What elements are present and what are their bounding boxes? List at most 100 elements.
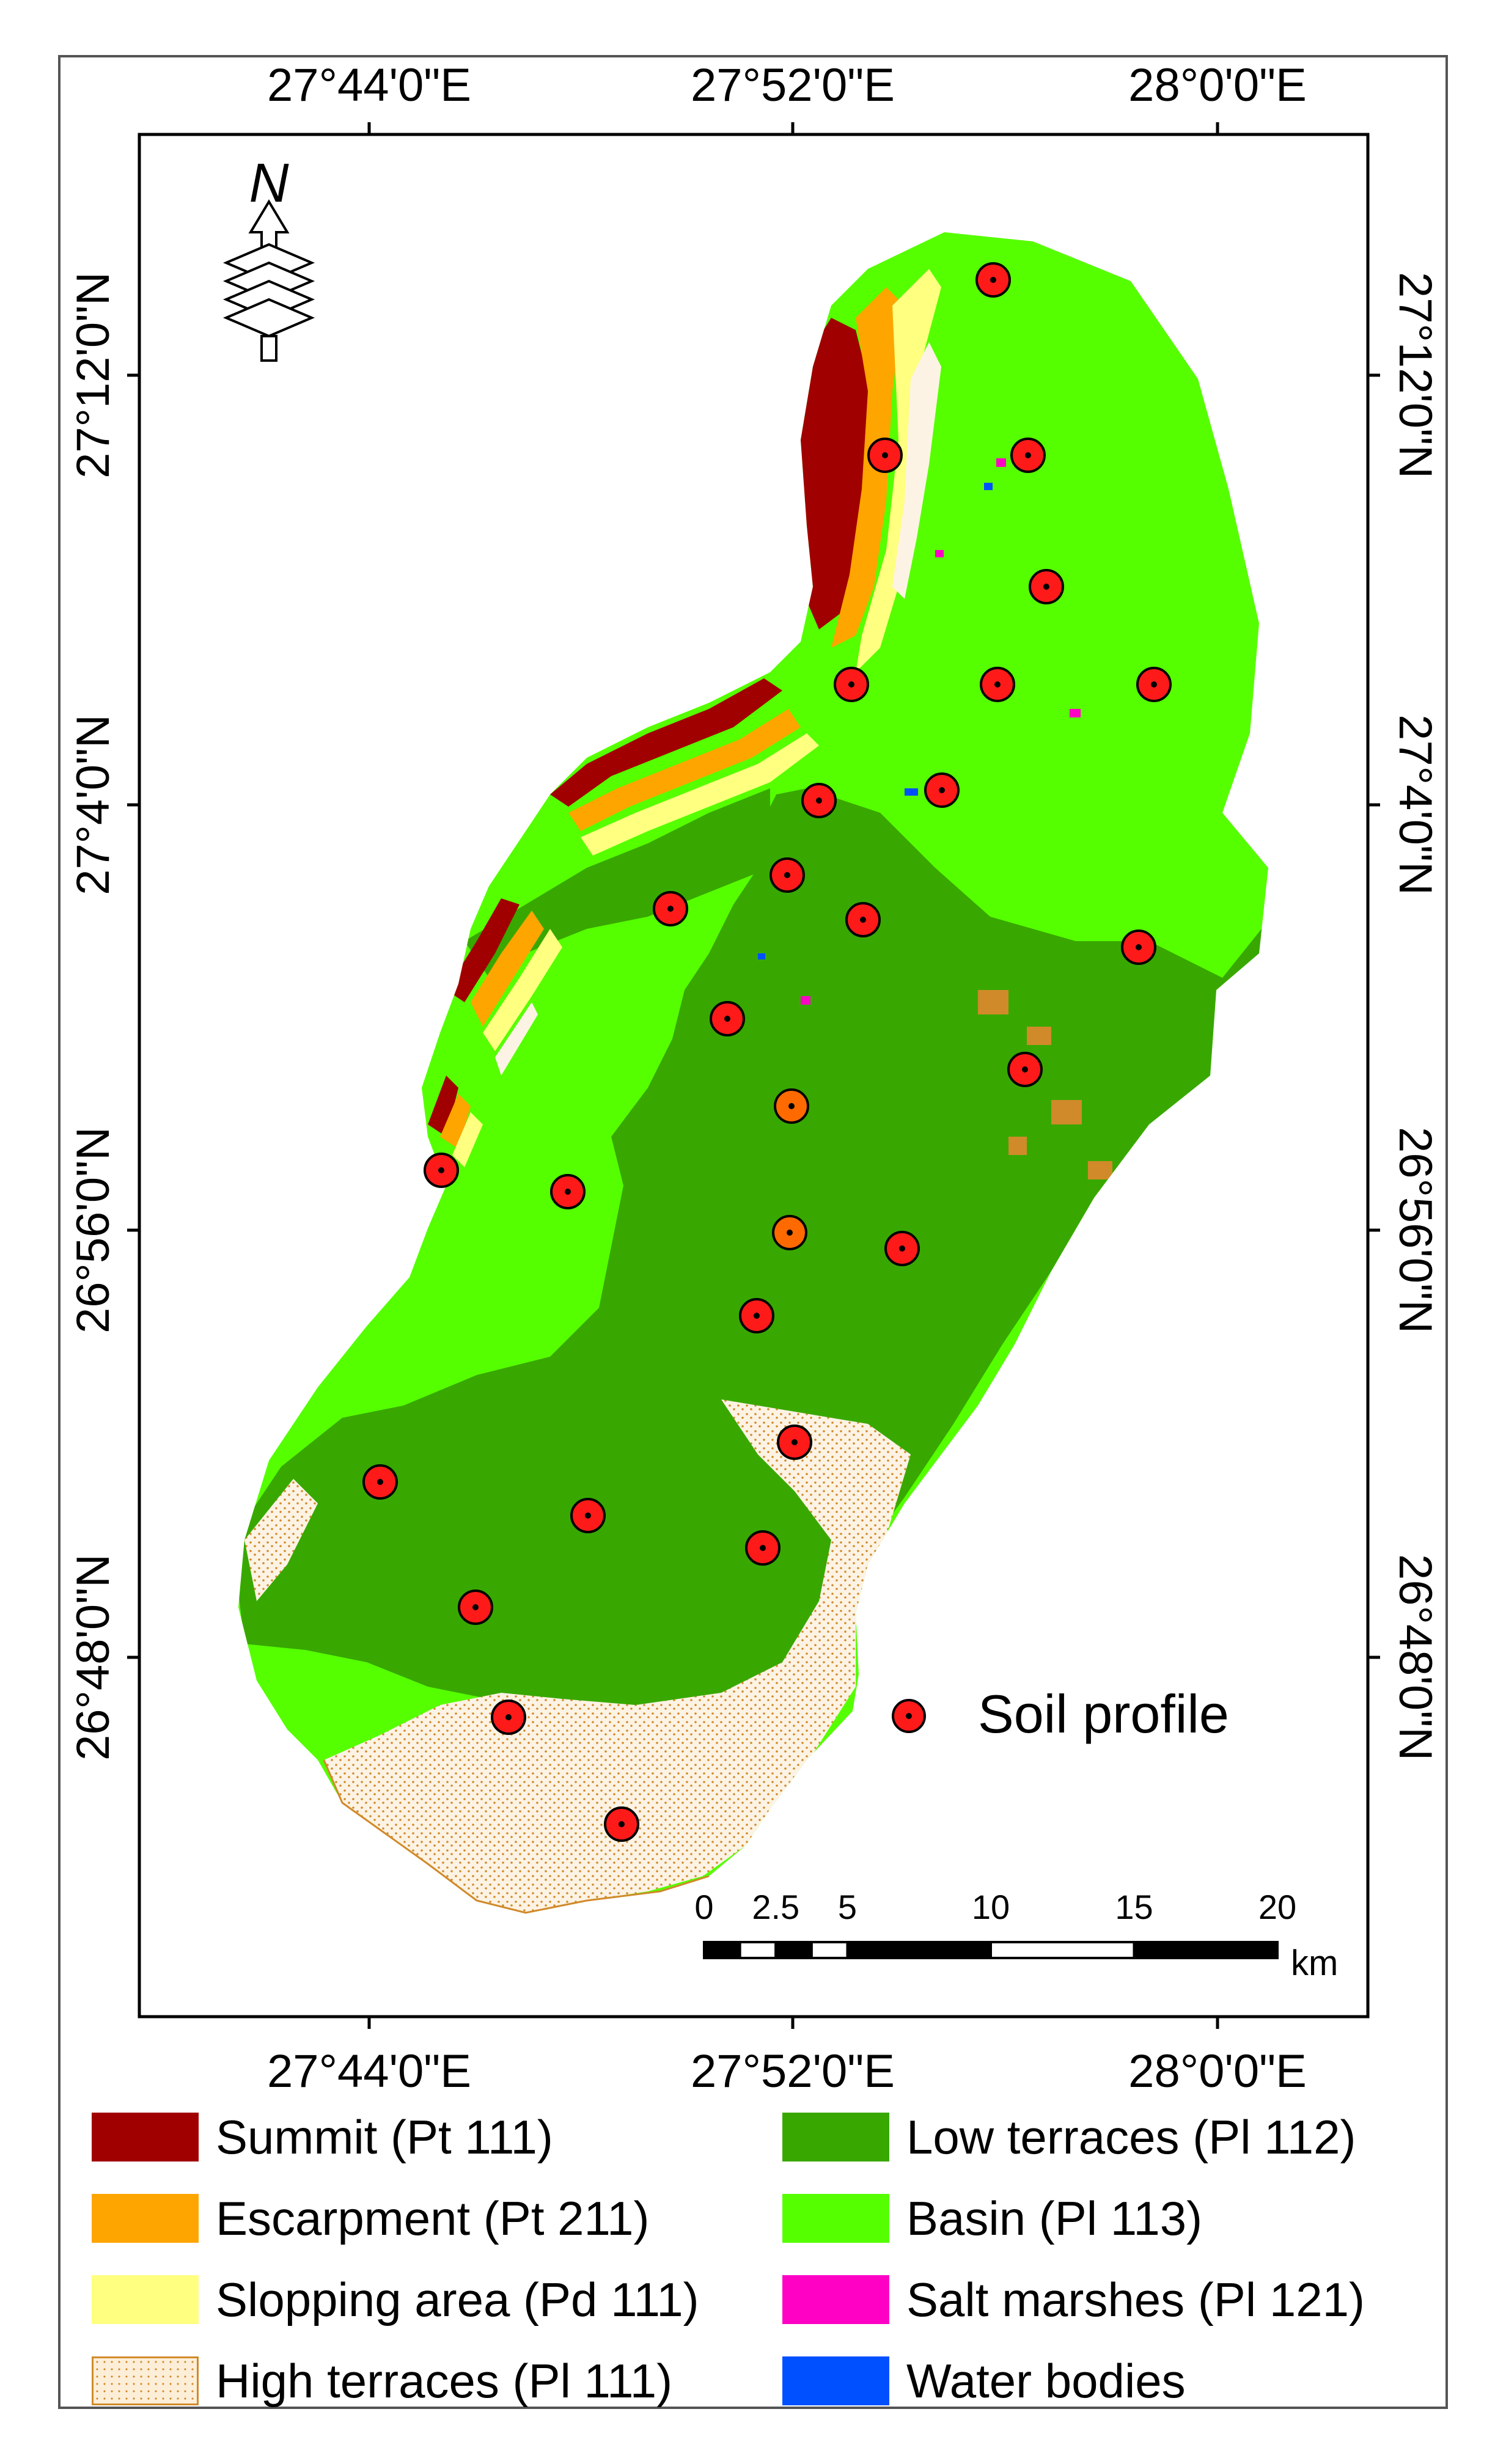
soil-profile-marker bbox=[924, 772, 960, 808]
legend-label: Low terraces (Pl 112) bbox=[906, 2110, 1356, 2164]
legend-item: Slopping area (Pd 111) bbox=[92, 2272, 699, 2327]
legend-label: Water bodies bbox=[906, 2353, 1186, 2408]
scale-unit-label: km bbox=[1291, 1943, 1338, 1983]
scale-bar-segment bbox=[703, 1941, 741, 1959]
soil-profile-marker bbox=[980, 667, 1015, 702]
lat-label-right: 26°56'0"N bbox=[1389, 1127, 1441, 1333]
top-longitude-labels: 27°44'0"E 27°52'0"E 28°0'0"E bbox=[267, 59, 1307, 111]
scale-bar-label: 2.5 bbox=[752, 1888, 799, 1926]
legend-label: Summit (Pt 111) bbox=[216, 2110, 553, 2164]
summit-area-north bbox=[795, 318, 868, 629]
right-latitude-labels: 27°12'0"N 27°4'0"N 26°56'0"N 26°48'0"N bbox=[1389, 272, 1441, 1761]
water-patches bbox=[758, 483, 993, 959]
soil-profile-marker bbox=[424, 1153, 459, 1188]
lon-label-bottom: 28°0'0"E bbox=[1128, 2045, 1307, 2097]
soil-profile-marker bbox=[739, 1298, 774, 1333]
legend-item: Salt marshes (Pl 121) bbox=[782, 2272, 1365, 2327]
lon-label-top: 28°0'0"E bbox=[1128, 59, 1307, 111]
soil-profile-points bbox=[362, 262, 1172, 1842]
lon-label-bottom: 27°52'0"E bbox=[691, 2045, 895, 2097]
high-terraces-west bbox=[244, 1479, 318, 1601]
lon-label-top: 27°44'0"E bbox=[267, 59, 471, 111]
legend-swatch bbox=[92, 2113, 199, 2162]
map-data-layer bbox=[238, 232, 1268, 1914]
lon-label-top: 27°52'0"E bbox=[691, 59, 895, 111]
soil-profile-marker bbox=[550, 1174, 586, 1209]
lat-label-right: 27°4'0"N bbox=[1389, 714, 1441, 895]
soil-profile-marker bbox=[491, 1700, 526, 1735]
bottom-longitude-labels: 27°44'0"E 27°52'0"E 28°0'0"E bbox=[267, 2045, 1307, 2097]
lat-label-right: 27°12'0"N bbox=[1389, 272, 1441, 479]
graticule-ticks bbox=[127, 122, 1380, 2029]
soil-profile-marker bbox=[653, 891, 688, 926]
scale-bar-segment bbox=[738, 1941, 777, 1959]
soil-profile-label: Soil profile bbox=[978, 1684, 1229, 1744]
scale-bar-label: 15 bbox=[1115, 1888, 1153, 1926]
scale-bar-label: 0 bbox=[694, 1888, 713, 1926]
soil-profile-marker bbox=[772, 1215, 807, 1250]
legend-item: Escarpment (Pt 211) bbox=[92, 2191, 650, 2246]
scale-bar-segment bbox=[774, 1941, 813, 1959]
soil-profile-marker bbox=[458, 1590, 493, 1625]
left-latitude-labels: 27°12'0"N 27°4'0"N 26°56'0"N 26°48'0"N bbox=[67, 272, 119, 1761]
soil-profile-marker bbox=[710, 1001, 745, 1036]
scale-bar: 0 2.5 5 10 15 20 km bbox=[694, 1888, 1338, 1983]
soil-profile-marker bbox=[834, 667, 869, 702]
soil-profile-legend: Soil profile bbox=[892, 1684, 1229, 1744]
legend-label: Slopping area (Pd 111) bbox=[216, 2272, 699, 2326]
scale-bar-labels: 0 2.5 5 10 15 20 bbox=[694, 1888, 1296, 1926]
soil-profile-marker bbox=[867, 438, 903, 473]
lat-label-left: 27°12'0"N bbox=[67, 272, 119, 479]
soil-profile-marker bbox=[1121, 930, 1156, 965]
region-outline bbox=[323, 1759, 710, 1914]
legend-label: Salt marshes (Pl 121) bbox=[906, 2272, 1365, 2326]
soil-profile-marker bbox=[777, 1425, 812, 1460]
summit-strip-lower bbox=[428, 898, 520, 1137]
soil-profile-marker bbox=[604, 1806, 639, 1842]
legend-item: Water bodies bbox=[782, 2353, 1186, 2408]
soil-profile-marker bbox=[1010, 438, 1046, 473]
soil-profile-marker bbox=[1136, 667, 1172, 702]
north-arrow: N bbox=[222, 153, 315, 362]
legend-item: Basin (Pl 113) bbox=[782, 2191, 1202, 2246]
salt-marsh-patches bbox=[801, 458, 1081, 1005]
legend-swatch bbox=[92, 2275, 199, 2324]
scale-bar-segment bbox=[990, 1941, 1136, 1959]
scale-bar-label: 10 bbox=[972, 1888, 1010, 1926]
summit-strip-west bbox=[550, 678, 782, 807]
escarpment-patches bbox=[978, 990, 1112, 1179]
soil-profile-marker bbox=[770, 857, 805, 893]
map-neatline bbox=[138, 133, 1370, 2019]
scale-bar-segments bbox=[703, 1941, 1279, 1959]
soil-profile-marker bbox=[1029, 569, 1064, 604]
lat-label-left: 27°4'0"N bbox=[67, 714, 119, 895]
scale-bar-segment bbox=[846, 1941, 992, 1959]
legend-swatch bbox=[92, 2194, 199, 2243]
soil-profile-marker bbox=[745, 1530, 781, 1566]
legend-swatch bbox=[782, 2113, 889, 2162]
legend-item: Low terraces (Pl 112) bbox=[782, 2110, 1356, 2165]
soil-profile-marker bbox=[362, 1464, 398, 1500]
scale-bar-label: 20 bbox=[1258, 1888, 1296, 1926]
scale-bar-label: 5 bbox=[838, 1888, 857, 1926]
legend-label: Basin (Pl 113) bbox=[906, 2191, 1203, 2245]
lat-label-left: 26°56'0"N bbox=[67, 1127, 119, 1333]
legend-swatch bbox=[92, 2356, 199, 2405]
soil-profile-marker bbox=[570, 1498, 606, 1533]
legend-swatch bbox=[782, 2275, 889, 2324]
soil-profile-marker bbox=[801, 783, 837, 818]
legend-label: Escarpment (Pt 211) bbox=[216, 2191, 650, 2245]
soil-profile-marker bbox=[1007, 1052, 1043, 1087]
soil-profile-marker bbox=[774, 1088, 809, 1124]
lon-label-bottom: 27°44'0"E bbox=[267, 2045, 471, 2097]
soil-profile-marker bbox=[845, 902, 881, 937]
lat-label-left: 26°48'0"N bbox=[67, 1554, 119, 1761]
legend-item: Summit (Pt 111) bbox=[92, 2110, 553, 2165]
low-terraces-area bbox=[238, 788, 1268, 1723]
scale-bar-segment bbox=[810, 1941, 849, 1959]
legend-swatch bbox=[782, 2194, 889, 2243]
high-terraces-area bbox=[324, 1399, 911, 1913]
lat-label-right: 26°48'0"N bbox=[1389, 1554, 1441, 1761]
scale-bar-segment bbox=[1133, 1941, 1279, 1959]
